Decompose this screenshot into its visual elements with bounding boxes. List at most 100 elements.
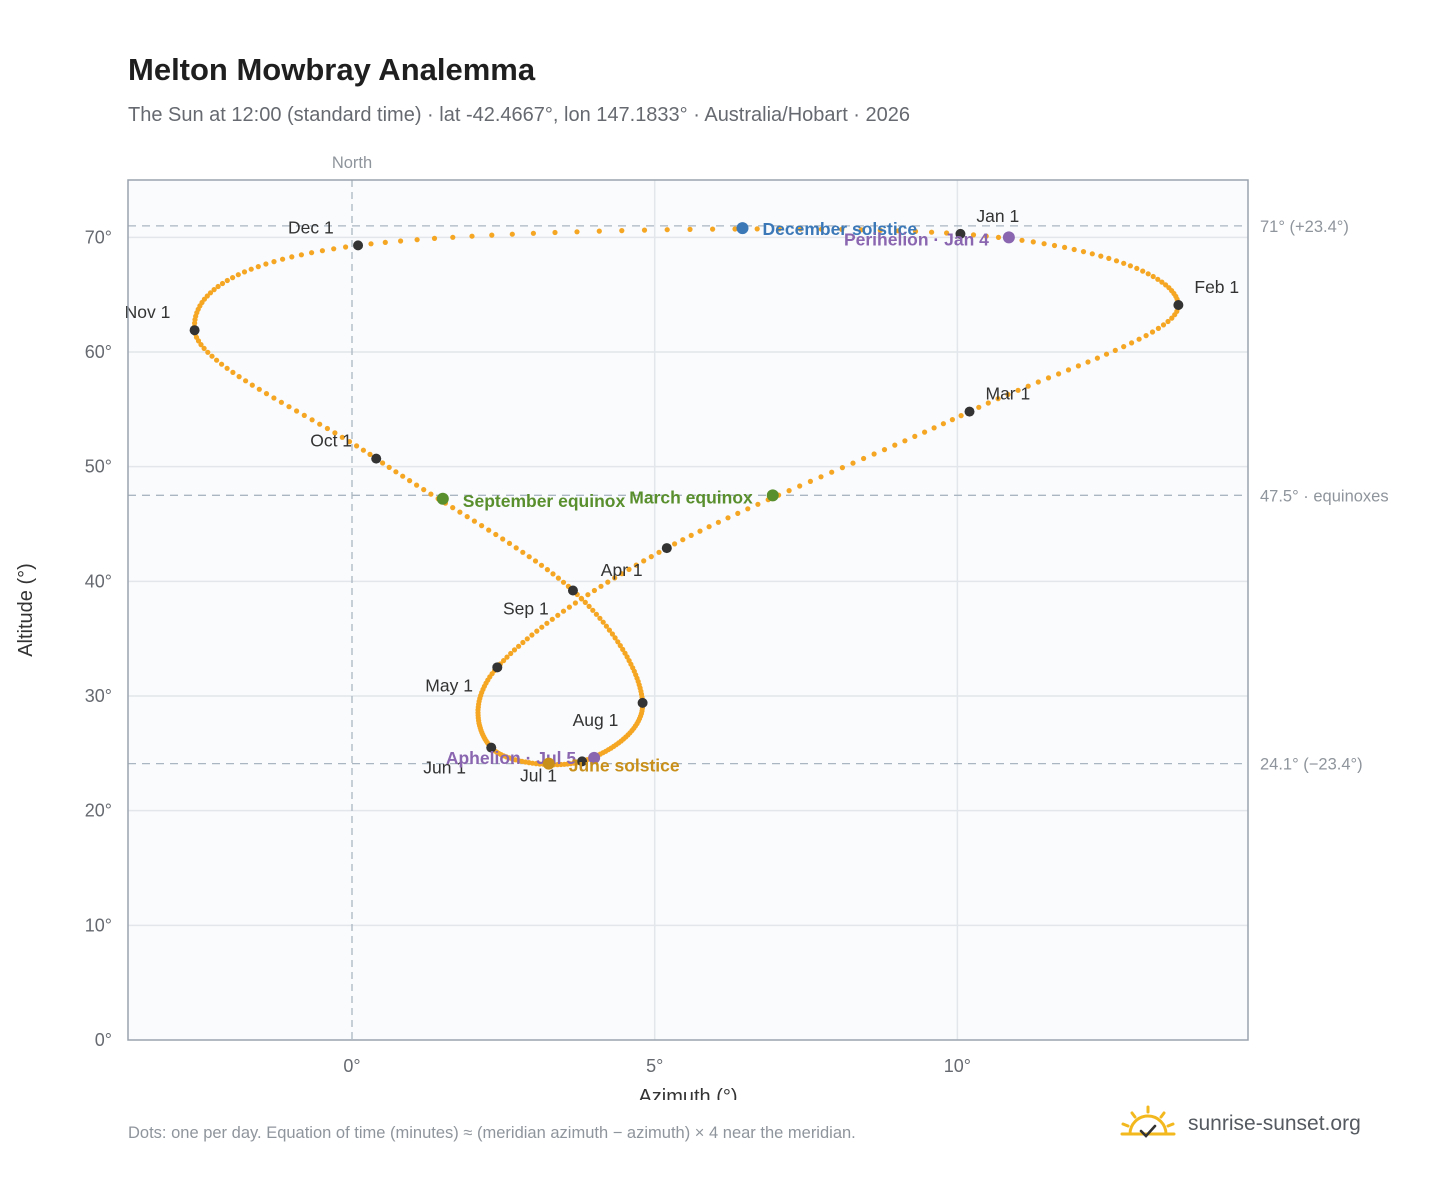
daily-dot	[902, 438, 908, 444]
daily-dot	[506, 540, 513, 547]
daily-dot	[648, 554, 654, 560]
daily-dot	[1080, 249, 1087, 255]
plot-frame	[127, 179, 1249, 1041]
event-label: June solstice	[569, 756, 680, 776]
y-tick-label: 10°	[85, 915, 112, 935]
month-label: Dec 1	[288, 217, 334, 237]
daily-dot	[1094, 355, 1100, 361]
month-label: Feb 1	[1194, 277, 1239, 297]
daily-dot	[590, 607, 596, 613]
daily-dot	[672, 541, 678, 547]
daily-dot	[368, 241, 374, 247]
daily-dot	[301, 412, 307, 418]
daily-dot	[596, 228, 602, 234]
daily-dot	[786, 488, 792, 494]
daily-dot	[539, 624, 545, 630]
daily-dot	[501, 658, 507, 664]
daily-dot	[818, 474, 824, 480]
daily-dot	[797, 226, 804, 232]
daily-dot	[382, 239, 388, 245]
daily-dot	[591, 587, 598, 594]
daily-dot	[211, 287, 217, 293]
daily-dot	[1143, 333, 1149, 339]
daily-dot	[255, 264, 261, 270]
daily-dot	[1106, 255, 1112, 261]
event-label: March equinox	[629, 487, 753, 507]
month-label: Jan 1	[976, 206, 1019, 226]
daily-dot	[1127, 263, 1133, 269]
daily-dot	[469, 233, 475, 239]
daily-dot	[622, 650, 628, 656]
daily-dot	[407, 478, 413, 484]
daily-dot	[421, 487, 427, 493]
daily-dot	[922, 429, 928, 435]
daily-dot	[209, 353, 215, 359]
daily-dot	[1065, 367, 1072, 373]
meridian-label: North	[332, 154, 372, 172]
daily-dot	[755, 501, 761, 507]
event-marker	[436, 492, 449, 505]
daily-dot	[400, 473, 406, 479]
daily-dot	[566, 604, 573, 610]
daily-dot	[861, 455, 867, 462]
daily-dot	[881, 447, 888, 453]
daily-dot	[243, 378, 249, 384]
daily-dot	[230, 369, 236, 375]
x-tick-label: 5°	[646, 1056, 663, 1076]
month-marker	[189, 325, 200, 336]
brand-name: sunrise-sunset.org	[1188, 1112, 1361, 1135]
month-label: Jul 1	[520, 765, 557, 785]
brand[interactable]: sunrise-sunset.org	[1120, 1102, 1361, 1146]
daily-dot	[249, 382, 255, 388]
daily-dot	[958, 413, 964, 419]
daily-dot	[597, 615, 603, 621]
daily-dot	[560, 608, 567, 614]
daily-dot	[1160, 322, 1167, 328]
daily-dot	[360, 447, 366, 453]
month-marker	[492, 662, 503, 673]
daily-dot	[346, 439, 353, 445]
daily-dot	[319, 248, 325, 254]
daily-dot	[572, 600, 579, 606]
daily-dot	[534, 628, 540, 634]
daily-dot	[578, 595, 584, 602]
month-label: Jun 1	[423, 758, 466, 778]
daily-dot	[1075, 363, 1081, 369]
daily-dot	[486, 527, 492, 533]
daily-dot	[574, 229, 580, 235]
daily-dot	[317, 421, 323, 427]
daily-dot	[725, 515, 731, 521]
daily-dot	[256, 386, 262, 392]
daily-dot	[431, 235, 438, 241]
daily-dot	[976, 404, 982, 410]
daily-dot	[656, 549, 662, 555]
daily-dot	[532, 558, 539, 564]
daily-dot	[516, 643, 522, 649]
event-label: Aphelion · Jul 5	[446, 748, 577, 768]
daily-dot	[393, 469, 399, 475]
daily-dot	[457, 509, 463, 515]
chart-subtitle: The Sun at 12:00 (standard time) · lat -…	[128, 104, 911, 126]
daily-dot	[398, 238, 404, 244]
daily-dot	[271, 395, 277, 401]
daily-dot	[940, 421, 947, 427]
y-tick-label: 0°	[95, 1030, 112, 1050]
month-marker	[1173, 299, 1184, 310]
daily-dot	[710, 226, 716, 232]
daily-dot	[895, 228, 901, 234]
daily-dot	[1112, 347, 1118, 353]
daily-dot	[619, 228, 625, 234]
daily-dot	[839, 465, 846, 471]
daily-dot	[560, 579, 567, 585]
y-tick-label: 20°	[85, 801, 112, 821]
month-label: Sep 1	[503, 599, 549, 619]
analemma-chart: North 71° (+23.4°) 47.5° · equinoxes 24.1° …	[15, 154, 1389, 1100]
daily-dot	[241, 269, 248, 275]
y-tick-label: 50°	[85, 457, 112, 477]
daily-dot	[688, 532, 694, 539]
daily-dot	[593, 611, 600, 617]
daily-dot	[620, 646, 626, 653]
month-marker	[577, 756, 588, 767]
y-tick-label: 40°	[85, 571, 112, 591]
